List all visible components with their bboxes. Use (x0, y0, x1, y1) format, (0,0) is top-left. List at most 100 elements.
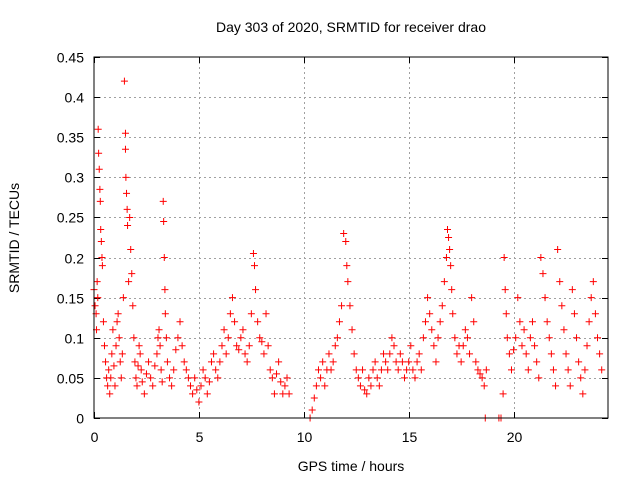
data-point (514, 294, 522, 302)
data-point (371, 358, 379, 366)
y-tick-label: 0.2 (65, 251, 85, 267)
data-point (359, 366, 367, 374)
y-tick-label: 0.1 (65, 331, 85, 347)
data-point (388, 334, 396, 342)
data-point (340, 229, 348, 237)
data-point (382, 358, 390, 366)
data-point (512, 334, 520, 342)
data-point (120, 77, 128, 85)
data-point (145, 358, 153, 366)
data-point (94, 294, 102, 302)
data-point (189, 390, 197, 398)
data-point (338, 302, 346, 310)
data-point (154, 334, 162, 342)
data-point (110, 362, 118, 370)
data-point (252, 286, 260, 294)
data-point (142, 370, 150, 378)
data-point (524, 366, 532, 374)
data-point (156, 342, 164, 350)
data-point (160, 217, 168, 225)
y-tick-label: 0.05 (57, 371, 84, 387)
x-tick-label: 20 (507, 429, 523, 445)
data-points (90, 77, 606, 422)
data-point (99, 318, 107, 326)
data-point (308, 406, 316, 414)
data-point (180, 358, 188, 366)
data-point (501, 286, 509, 294)
data-point (228, 294, 236, 302)
data-point (400, 374, 408, 382)
data-point (266, 366, 274, 374)
data-point (93, 278, 101, 286)
grid-layer (94, 57, 608, 418)
data-point (468, 294, 476, 302)
data-point (247, 310, 255, 318)
data-point (260, 350, 268, 358)
data-point (113, 318, 121, 326)
data-point (384, 366, 392, 374)
data-point (123, 189, 131, 197)
data-point (547, 350, 555, 358)
data-point (130, 334, 138, 342)
data-point (158, 378, 166, 386)
data-point (108, 350, 116, 358)
data-point (117, 374, 125, 382)
data-point (445, 234, 453, 241)
data-point (241, 350, 249, 358)
data-point (568, 286, 576, 294)
data-point (583, 342, 591, 350)
data-point (262, 310, 270, 318)
data-point (312, 382, 320, 390)
data-point (526, 334, 534, 342)
data-point (327, 366, 335, 374)
data-point (579, 390, 587, 398)
data-point (480, 382, 488, 390)
data-point (474, 366, 482, 374)
data-point (237, 334, 245, 342)
data-point (163, 358, 171, 366)
data-point (214, 374, 222, 382)
data-point (575, 358, 583, 366)
data-point (98, 262, 106, 270)
data-point (356, 382, 364, 390)
data-point (447, 262, 455, 270)
y-tick-label: 0.25 (57, 210, 84, 226)
data-point (321, 382, 329, 390)
data-point (472, 358, 480, 366)
data-point (115, 334, 123, 342)
x-axis-label: GPS time / hours (298, 458, 405, 474)
data-point (373, 374, 381, 382)
data-point (585, 318, 593, 326)
data-point (531, 342, 539, 350)
data-point (502, 310, 510, 318)
data-point (153, 350, 161, 358)
data-point (589, 278, 597, 286)
data-point (386, 350, 394, 358)
data-point (279, 390, 287, 398)
plot-frame (93, 56, 609, 419)
data-point (535, 374, 543, 382)
data-point (161, 310, 169, 318)
data-point (224, 334, 232, 342)
data-point (380, 350, 388, 358)
data-point (195, 398, 203, 406)
data-point (352, 366, 360, 374)
data-point (470, 318, 478, 326)
data-point (518, 342, 526, 350)
data-point (283, 374, 291, 382)
data-point (199, 366, 207, 374)
data-point (365, 374, 373, 382)
data-point (226, 310, 234, 318)
data-point (243, 358, 251, 366)
data-point (138, 378, 146, 386)
data-point (176, 318, 184, 326)
data-point (510, 346, 518, 354)
x-tick-label: 15 (402, 429, 418, 445)
data-point (203, 390, 211, 398)
data-point (118, 350, 126, 358)
data-point (459, 342, 467, 350)
data-point (558, 302, 566, 310)
y-tick-label: 0 (76, 411, 84, 427)
data-point (254, 318, 262, 326)
